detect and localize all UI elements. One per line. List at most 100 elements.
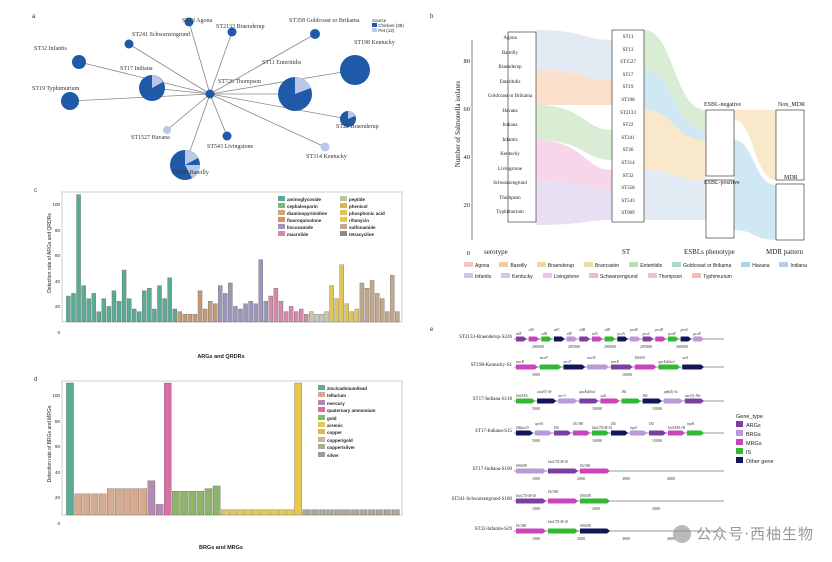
bar (375, 509, 384, 516)
legend-item: macrolide (287, 232, 309, 237)
panel-d-xlabel: BRGs and MRGs (198, 545, 243, 551)
node-label-st543: ST543 Livingstone (207, 144, 254, 150)
legend-item: tetracycline (349, 232, 375, 237)
gene-label: IS903B (579, 494, 591, 498)
bar (245, 509, 253, 516)
bar (172, 308, 177, 323)
legend-item: BRGs (746, 432, 761, 438)
gene-map-row-label: ST17-Indiana-S100 (472, 467, 512, 472)
axis-mdr: MDR pattern (766, 248, 804, 256)
gene-arrow (580, 528, 610, 534)
panel-c-legend: aminoglycoside peptide cephalosporin phe… (278, 196, 398, 237)
bar (116, 301, 122, 323)
ytick: 40 (463, 154, 471, 161)
swatch (318, 429, 325, 435)
gene-label: blaTEM-1B (668, 426, 686, 430)
legend-item: Livingstone (553, 274, 579, 280)
legend-item: Kentucky (512, 274, 533, 280)
gene-arrow (617, 336, 628, 342)
gene-label: silF (567, 332, 573, 336)
gene-arrow (634, 364, 657, 370)
bar (111, 290, 117, 323)
bar (96, 311, 101, 323)
gene-label: blaCTX-M-55 (592, 426, 612, 430)
panel-b-yticks: 80 60 40 20 0 (452, 38, 471, 278)
gene-label: pcoA (616, 332, 625, 336)
bar (238, 308, 243, 323)
st-label: ST17 (622, 72, 634, 78)
bar (253, 509, 262, 516)
legend-item: Goldcoast or Brikama (683, 263, 732, 269)
st-label: ST22 (622, 123, 634, 129)
gene-arrow (649, 430, 666, 436)
bar (310, 509, 319, 516)
gene-label: merT (564, 360, 573, 364)
legend-pet: Pet (12) (378, 28, 395, 33)
gene-label: qacEdelta1 (659, 360, 676, 364)
swatch (318, 392, 325, 398)
gene-label: sul1 (682, 356, 688, 360)
serotype-label: Thompson (499, 195, 521, 201)
bar (304, 314, 309, 323)
swatch (278, 217, 285, 222)
gene-arrow (658, 364, 681, 370)
gene-arrow (541, 336, 552, 342)
node-label-st909: ST909 Bareilly (172, 170, 209, 176)
legend-item: IS (746, 450, 752, 456)
bar (253, 303, 258, 323)
panel-c-xlabel: ARGs and QRDRs (197, 354, 245, 360)
bar (359, 509, 367, 516)
gene-arrow (516, 528, 546, 534)
gene-label: IS6100 (634, 356, 645, 360)
ytick: 60 (54, 253, 60, 258)
legend-item: arsenic (327, 423, 343, 429)
gene-label: blaCTX-M-65 (548, 460, 568, 464)
watermark-text: 公众号·西柚生物 (696, 525, 814, 543)
swatch (629, 262, 639, 267)
gene-label: pcoD (654, 328, 663, 332)
swatch (672, 262, 682, 267)
st-label: ST241 (621, 135, 635, 141)
bar (293, 311, 299, 323)
gene-arrow (655, 336, 666, 342)
swatch (278, 196, 285, 201)
gene-map-row-label: ST17-Indiana-S15 (475, 429, 512, 434)
gene-arrow (566, 336, 578, 342)
bar (101, 298, 107, 323)
node-label-st22: ST22 Braenderup (336, 124, 379, 130)
gene-map-row-label: ST241-Schwarzengrund-S180 (451, 497, 512, 502)
gene-label: silC (554, 328, 560, 332)
bar (288, 306, 294, 323)
gene-arrow (687, 430, 704, 436)
gene-arrow (592, 430, 609, 436)
panel-b-legend: Agona Bareilly Braenderup Brancaster Ent… (464, 262, 814, 280)
legend-item: silver (327, 452, 339, 458)
swatch (340, 224, 347, 229)
serotype-label: Infantis (502, 137, 518, 143)
bar (86, 298, 91, 323)
axis-tick-label: 4000 (667, 476, 675, 481)
node-label-st241: ST241 Schwarzengrund (132, 32, 190, 38)
swatch (741, 262, 751, 267)
ytick: 80 (54, 418, 60, 424)
ytick: 60 (54, 444, 60, 449)
alluvial-plot (471, 29, 805, 241)
gene-label: sul1 (600, 394, 606, 398)
swatch (584, 262, 594, 267)
serotype-label: Kentucky (500, 152, 520, 157)
gene-label: aph(4)-Ia (664, 390, 678, 394)
bar (367, 509, 376, 516)
bar (339, 264, 344, 323)
legend-swatch-pet (372, 28, 377, 32)
bar (167, 277, 172, 323)
swatch (318, 414, 325, 420)
bar (283, 311, 289, 323)
gene-label: qnrS1 (535, 422, 544, 426)
swatch (318, 444, 325, 450)
node-label-st726: ST726 Thompson (218, 79, 262, 85)
serotype-label: Goldcoast or Brikama (487, 94, 533, 99)
ytick: 0 (57, 329, 60, 335)
gene-label: pcoC (642, 332, 651, 336)
bar (268, 295, 274, 323)
bar (294, 382, 302, 516)
